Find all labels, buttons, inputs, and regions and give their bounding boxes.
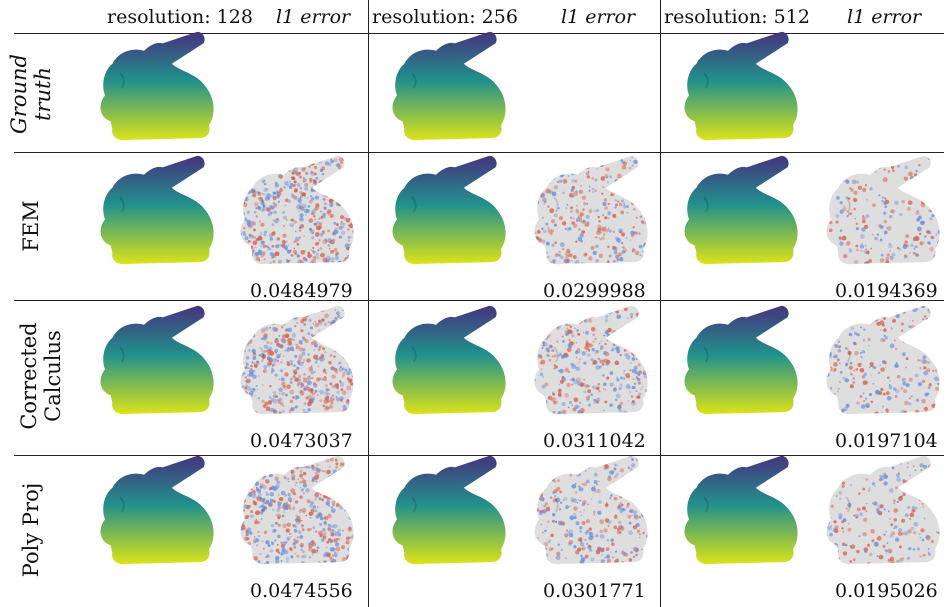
header-resolution-512: resolution: 512 xyxy=(664,6,810,28)
error-value-fem-128: 0.0484979 xyxy=(250,280,353,302)
error-value-corrected-512: 0.0197104 xyxy=(835,430,938,452)
bunny-solution-128 xyxy=(100,155,214,265)
bunny-error-map-512 xyxy=(826,305,940,415)
bunny-ground-truth-512 xyxy=(684,31,798,141)
bunny-error-map-128 xyxy=(240,155,354,265)
row-divider xyxy=(14,33,944,34)
bunny-solution-128 xyxy=(100,305,214,415)
bunny-error-map-256 xyxy=(534,155,648,265)
error-value-polyproj-256: 0.0301771 xyxy=(543,580,646,602)
bunny-error-map-512 xyxy=(826,455,940,565)
bunny-solution-256 xyxy=(392,155,506,265)
header-l1-error-512: l1 error xyxy=(847,6,922,28)
error-value-polyproj-512: 0.0195026 xyxy=(835,580,938,602)
row-label-corrected-calculus: Corrected Calculus xyxy=(17,322,65,430)
bunny-error-map-128 xyxy=(240,305,354,415)
bunny-solution-512 xyxy=(684,305,798,415)
row-label-fem: FEM xyxy=(19,200,43,252)
bunny-ground-truth-128 xyxy=(100,31,214,141)
column-divider xyxy=(368,0,369,607)
bunny-error-map-128 xyxy=(240,455,354,565)
error-value-fem-512: 0.0194369 xyxy=(835,280,938,302)
bunny-error-map-256 xyxy=(534,455,648,565)
row-divider xyxy=(14,152,944,153)
row-divider xyxy=(14,455,944,456)
bunny-solution-512 xyxy=(684,155,798,265)
error-value-fem-256: 0.0299988 xyxy=(543,280,646,302)
row-label-poly-proj: Poly Proj xyxy=(19,482,43,578)
bunny-error-map-512 xyxy=(826,155,940,265)
bunny-solution-128 xyxy=(100,455,214,565)
header-l1-error-256: l1 error xyxy=(561,6,636,28)
bunny-solution-256 xyxy=(392,305,506,415)
error-value-polyproj-128: 0.0474556 xyxy=(250,580,353,602)
error-value-corrected-256: 0.0311042 xyxy=(543,430,646,452)
bunny-solution-256 xyxy=(392,455,506,565)
bunny-solution-512 xyxy=(684,455,798,565)
header-resolution-256: resolution: 256 xyxy=(372,6,518,28)
error-value-corrected-128: 0.0473037 xyxy=(250,430,353,452)
bunny-error-map-256 xyxy=(534,305,648,415)
row-divider xyxy=(14,300,944,301)
bunny-ground-truth-256 xyxy=(392,31,506,141)
column-divider xyxy=(660,0,661,607)
header-l1-error-128: l1 error xyxy=(276,6,351,28)
header-resolution-128: resolution: 128 xyxy=(107,6,253,28)
row-label-ground-truth: Ground truth xyxy=(7,54,55,134)
